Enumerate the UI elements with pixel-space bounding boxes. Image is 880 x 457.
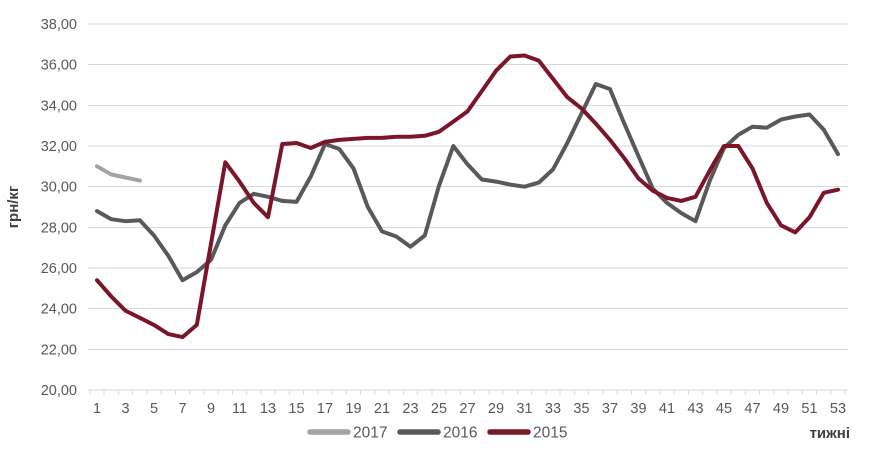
x-tick-label: 49: [773, 401, 789, 417]
x-tick-label: 21: [374, 401, 390, 417]
legend-label-2015: 2015: [533, 425, 567, 442]
x-tick-label: 5: [150, 401, 158, 417]
x-tick-label: 27: [459, 401, 475, 417]
x-tick-label: 51: [801, 401, 817, 417]
series-line-2015: [95, 53, 840, 340]
x-tick-label: 19: [345, 401, 361, 417]
x-tick-label: 53: [830, 401, 846, 417]
y-tick-label: 24,00: [41, 302, 77, 318]
x-tick-label: 37: [602, 401, 618, 417]
legend-label-2017: 2017: [353, 425, 387, 442]
y-tick-label: 36,00: [41, 58, 77, 74]
series-line-2017: [95, 164, 142, 183]
x-tick-label: 41: [659, 401, 675, 417]
x-tick-label: 45: [716, 401, 732, 417]
y-tick-label: 28,00: [41, 220, 77, 236]
series-line-2016: [95, 82, 840, 283]
x-tick-label: 13: [260, 401, 276, 417]
x-tick-label: 15: [288, 401, 304, 417]
y-tick-label: 22,00: [41, 342, 77, 358]
y-tick-label: 20,00: [41, 383, 77, 399]
x-tick-label: 29: [488, 401, 504, 417]
y-axis-title: грн/кг: [5, 186, 22, 228]
x-tick-label: 11: [232, 401, 247, 417]
y-tick-label: 34,00: [41, 98, 77, 114]
y-tick-label: 26,00: [41, 261, 77, 277]
x-tick-label: 7: [178, 401, 186, 417]
x-tick-label: 23: [402, 401, 418, 417]
x-tick-label: 1: [93, 401, 101, 417]
x-tick-label: 43: [687, 401, 703, 417]
x-tick-label: 17: [317, 401, 333, 417]
x-tick-label: 39: [630, 401, 646, 417]
y-tick-label: 30,00: [41, 180, 77, 196]
x-tick-label: 31: [516, 401, 532, 417]
x-tick-label: 25: [431, 401, 447, 417]
x-tick-label: 35: [573, 401, 589, 417]
x-tick-label: 3: [121, 401, 129, 417]
x-tick-label: 33: [545, 401, 561, 417]
x-tick-label: 9: [207, 401, 215, 417]
y-tick-label: 32,00: [41, 139, 77, 155]
y-tick-label: 38,00: [41, 17, 77, 33]
x-axis-title: тижні: [810, 425, 850, 442]
legend-label-2016: 2016: [443, 425, 477, 442]
x-tick-label: 47: [744, 401, 760, 417]
